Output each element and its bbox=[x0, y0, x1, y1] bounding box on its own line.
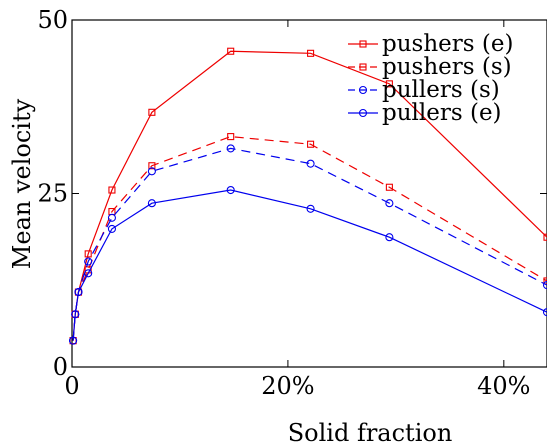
data-point bbox=[542, 308, 547, 317]
data-point bbox=[107, 213, 116, 222]
data-point bbox=[148, 108, 156, 116]
legend-label: pullers (e) bbox=[382, 100, 502, 126]
legend-item: pushers (s) bbox=[348, 54, 512, 80]
data-point bbox=[147, 167, 156, 176]
data-point bbox=[69, 336, 78, 345]
legend-marker bbox=[359, 40, 367, 48]
y-axis-title: Mean velocity bbox=[8, 98, 36, 269]
data-point bbox=[84, 269, 93, 278]
data-point bbox=[307, 49, 315, 57]
legend-marker bbox=[359, 63, 367, 71]
series-2 bbox=[69, 144, 547, 345]
x-tick-label: 0 bbox=[64, 372, 79, 400]
data-point bbox=[385, 233, 394, 242]
data-point bbox=[542, 281, 547, 290]
legend-item: pushers (e) bbox=[348, 31, 513, 57]
data-point bbox=[543, 233, 547, 241]
series-line bbox=[72, 189, 547, 341]
data-point bbox=[227, 47, 235, 55]
legend-marker bbox=[358, 85, 368, 95]
legend-label: pullers (s) bbox=[382, 77, 500, 103]
data-point bbox=[385, 199, 394, 208]
legend-item: pullers (e) bbox=[348, 100, 502, 126]
data-point bbox=[71, 310, 80, 319]
data-point bbox=[307, 140, 315, 148]
data-point bbox=[543, 277, 547, 285]
x-axis-title: Solid fraction bbox=[288, 419, 453, 447]
legend: pushers (e)pushers (s)pullers (s)pullers… bbox=[348, 31, 513, 126]
x-tick-label: 20% bbox=[261, 372, 314, 400]
series-line bbox=[72, 147, 547, 341]
data-point bbox=[385, 80, 393, 88]
data-point bbox=[385, 183, 393, 191]
y-tick-label: 50 bbox=[37, 6, 68, 34]
data-point bbox=[148, 162, 156, 170]
data-point bbox=[74, 287, 83, 297]
x-tick-label: 40% bbox=[477, 372, 530, 400]
axis-ticks: 0 20% 40% 0 25 50 bbox=[37, 6, 547, 400]
data-point bbox=[147, 199, 156, 208]
data-point bbox=[107, 224, 116, 233]
y-tick-label: 0 bbox=[53, 353, 68, 381]
data-point bbox=[306, 204, 315, 213]
legend-marker bbox=[358, 108, 368, 118]
data-point bbox=[84, 257, 93, 266]
legend-item: pullers (s) bbox=[348, 77, 500, 103]
legend-label: pushers (s) bbox=[382, 54, 512, 80]
series-1 bbox=[69, 133, 547, 345]
y-tick-label: 25 bbox=[37, 180, 68, 208]
data-point bbox=[226, 144, 235, 153]
data-point bbox=[226, 185, 235, 195]
data-point bbox=[84, 250, 92, 258]
series-3 bbox=[69, 185, 547, 345]
legend-label: pushers (e) bbox=[382, 31, 513, 57]
data-point bbox=[227, 133, 235, 141]
series-layer bbox=[69, 47, 547, 345]
data-point bbox=[108, 186, 116, 194]
data-point bbox=[306, 159, 315, 168]
